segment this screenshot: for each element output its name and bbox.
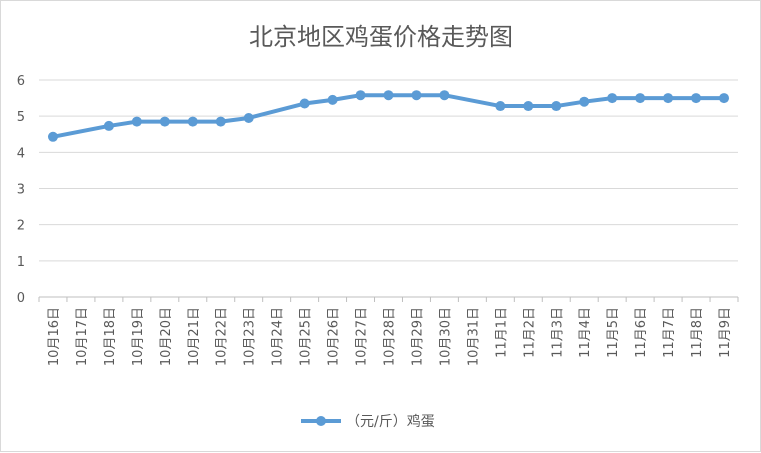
series-layer bbox=[47, 90, 730, 142]
x-tick-label: 10月31日 bbox=[466, 307, 481, 366]
data-point bbox=[243, 112, 254, 123]
x-tick-label: 10月24日 bbox=[271, 307, 286, 366]
legend: （元/斤）鸡蛋 bbox=[301, 413, 435, 430]
y-tick-label: 1 bbox=[17, 255, 25, 270]
data-point bbox=[495, 101, 506, 112]
data-point bbox=[159, 116, 170, 127]
y-tick-label: 3 bbox=[17, 183, 25, 198]
data-point bbox=[383, 90, 394, 101]
x-tick-label: 11月3日 bbox=[550, 307, 565, 358]
x-tick-label: 10月21日 bbox=[187, 307, 202, 366]
data-point bbox=[187, 116, 198, 127]
x-tick-label: 11月6日 bbox=[634, 307, 649, 358]
x-axis-ticks: 10月16日 10月17日 10月18日 10月19日 10月20日 10月21日 10月2… bbox=[47, 307, 733, 366]
data-point bbox=[215, 116, 226, 127]
y-tick-label: 6 bbox=[17, 74, 25, 89]
y-tick-label: 4 bbox=[17, 146, 25, 161]
data-point bbox=[635, 93, 646, 104]
x-tick-label: 10月20日 bbox=[159, 307, 174, 366]
data-point bbox=[131, 116, 142, 127]
data-point bbox=[355, 90, 366, 101]
chart-title: 北京地区鸡蛋价格走势图 bbox=[249, 23, 513, 51]
legend-marker bbox=[316, 416, 326, 426]
data-point bbox=[719, 93, 730, 104]
data-point bbox=[523, 101, 534, 112]
data-point bbox=[439, 90, 450, 101]
x-tick-label: 11月5日 bbox=[606, 307, 621, 358]
x-tick-label: 10月23日 bbox=[243, 307, 258, 366]
x-axis bbox=[38, 296, 739, 302]
data-point bbox=[551, 101, 562, 112]
x-tick-label: 10月29日 bbox=[410, 307, 425, 366]
x-tick-label: 10月17日 bbox=[75, 307, 90, 366]
x-tick-label: 11月2日 bbox=[522, 307, 537, 358]
data-point bbox=[327, 94, 338, 105]
data-point bbox=[607, 93, 618, 104]
x-tick-label: 11月1日 bbox=[494, 307, 509, 358]
series-line bbox=[50, 93, 727, 139]
data-point bbox=[47, 131, 58, 142]
y-tick-label: 5 bbox=[17, 110, 25, 125]
y-tick-label: 2 bbox=[17, 219, 25, 234]
x-tick-label: 10月28日 bbox=[383, 307, 398, 366]
data-point bbox=[299, 98, 310, 109]
x-tick-label: 11月9日 bbox=[718, 307, 733, 358]
data-point bbox=[663, 93, 674, 104]
x-tick-label: 10月19日 bbox=[131, 307, 146, 366]
legend-label: （元/斤）鸡蛋 bbox=[346, 413, 435, 430]
x-tick-label: 10月30日 bbox=[438, 307, 453, 366]
x-tick-label: 11月7日 bbox=[662, 307, 677, 358]
data-point bbox=[103, 120, 114, 131]
x-tick-label: 10月22日 bbox=[215, 307, 230, 366]
x-tick-label: 10月18日 bbox=[103, 307, 118, 366]
data-point bbox=[579, 96, 590, 107]
gridlines bbox=[39, 79, 738, 262]
x-tick-label: 11月4日 bbox=[578, 307, 593, 358]
x-tick-label: 10月27日 bbox=[355, 307, 370, 366]
y-axis-ticks: 0 1 2 3 4 5 6 bbox=[17, 74, 25, 306]
data-point bbox=[691, 93, 702, 104]
data-point bbox=[411, 90, 422, 101]
x-tick-label: 10月26日 bbox=[327, 307, 342, 366]
x-tick-label: 10月25日 bbox=[299, 307, 314, 366]
y-tick-label: 0 bbox=[17, 291, 25, 306]
x-tick-label: 11月8日 bbox=[690, 307, 705, 358]
x-tick-label: 10月16日 bbox=[47, 307, 62, 366]
